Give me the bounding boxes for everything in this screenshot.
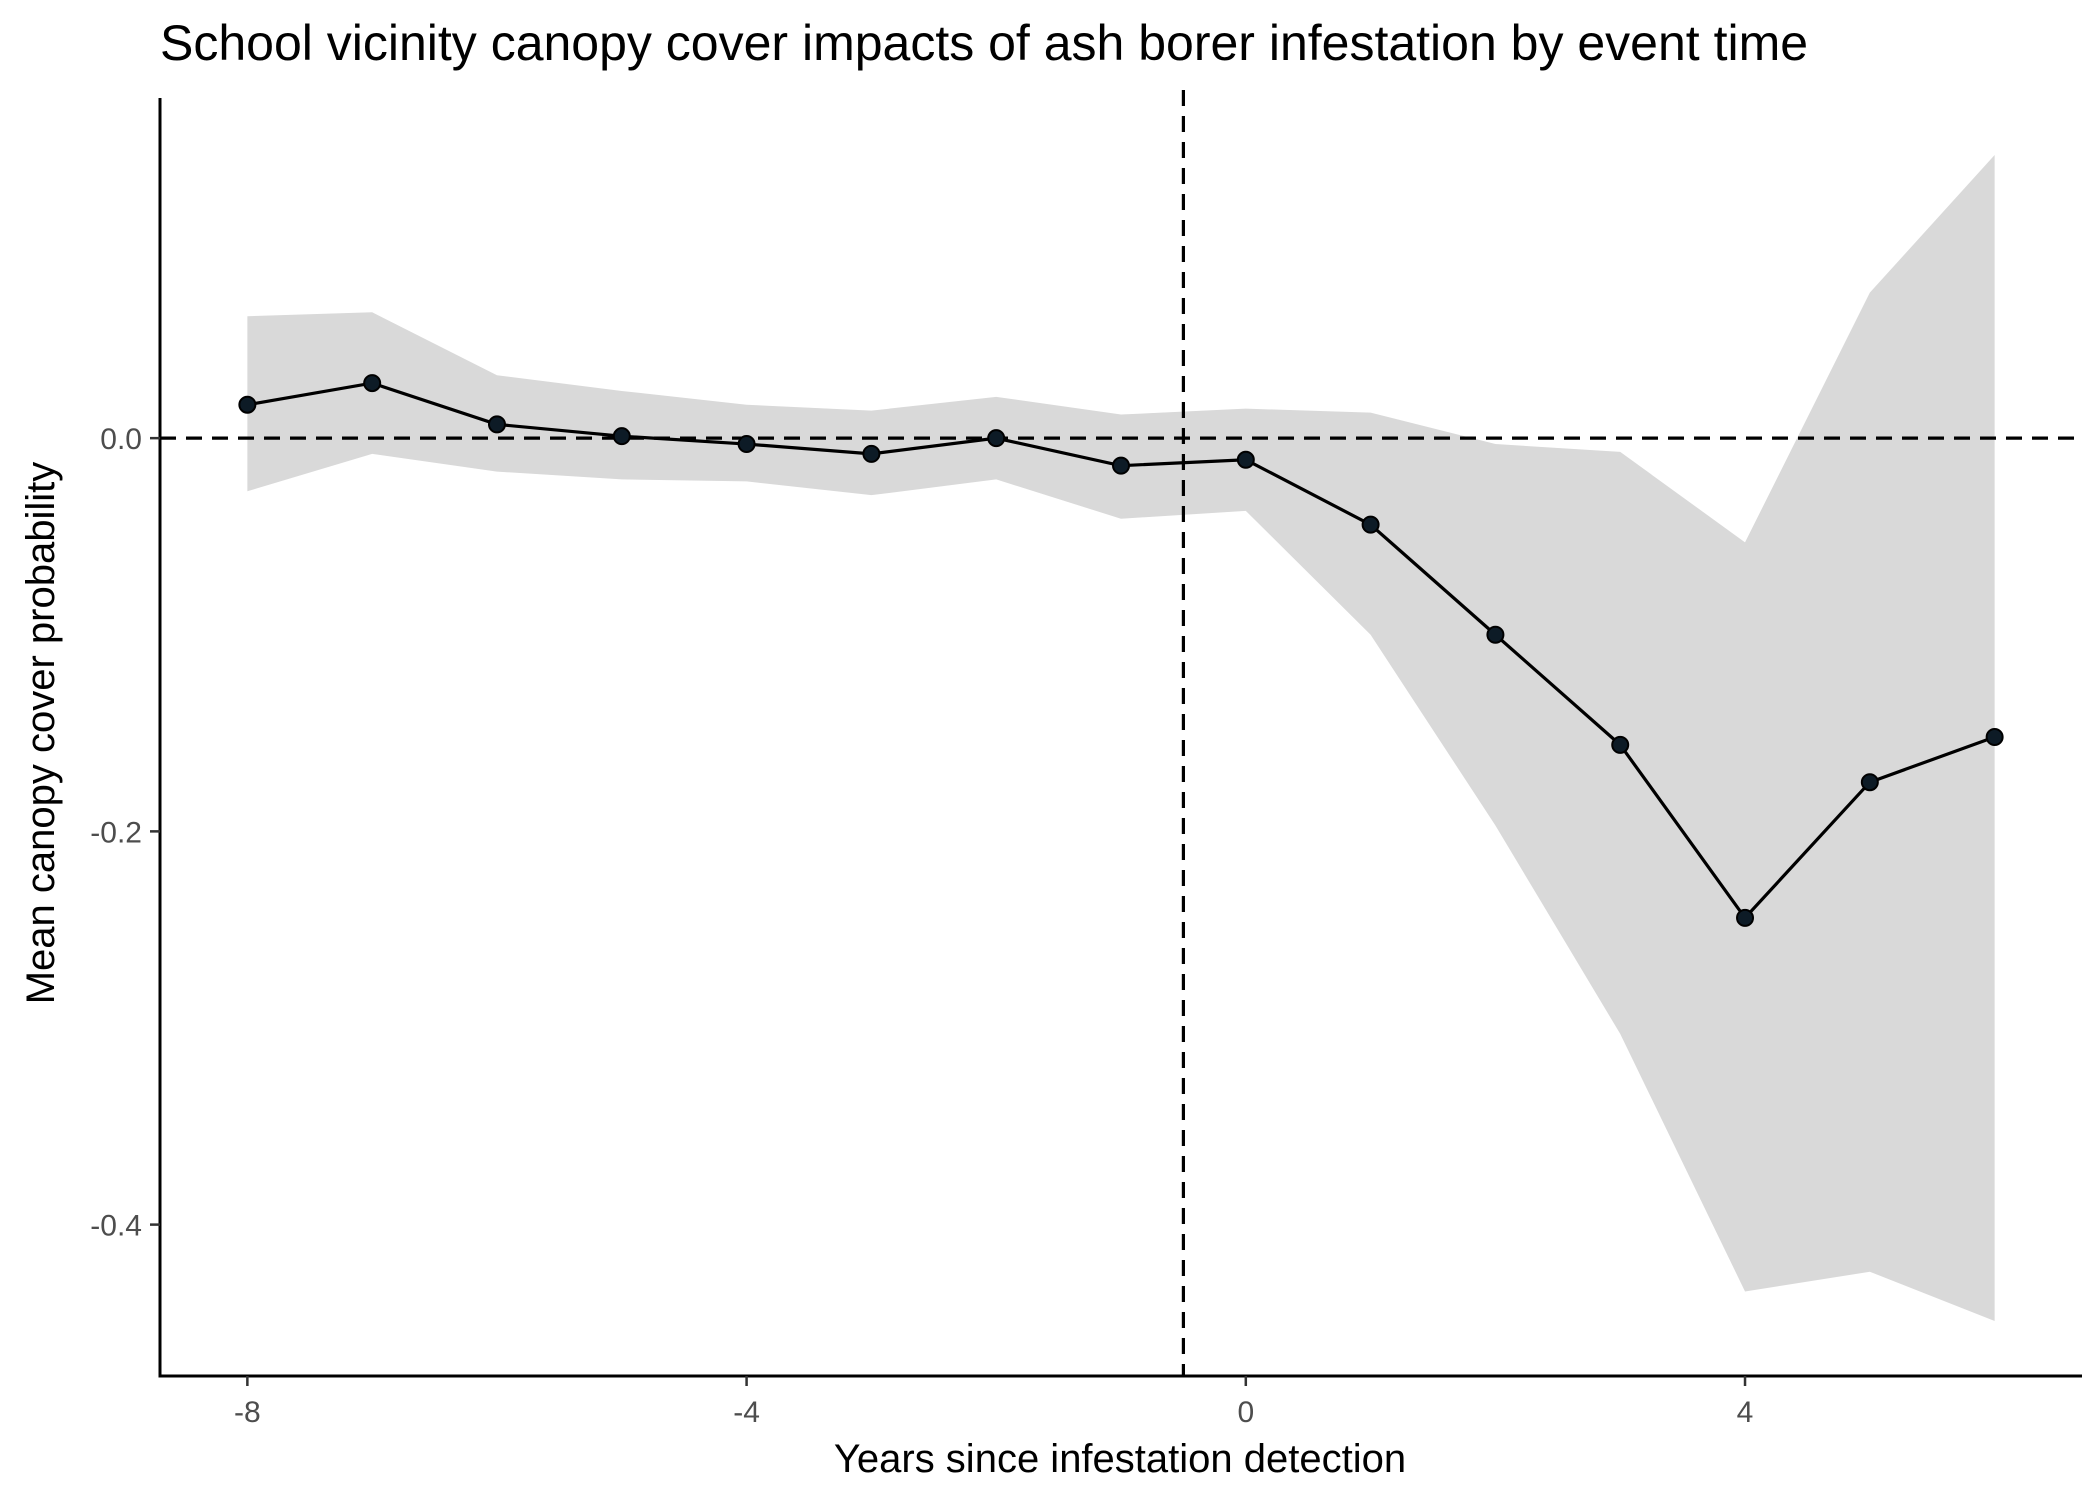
x-tick-label: -8 — [234, 1396, 261, 1429]
data-point — [1736, 908, 1755, 927]
x-tick-label: 0 — [1237, 1396, 1254, 1429]
y-tick-label: -0.2 — [90, 816, 142, 849]
data-point — [238, 395, 257, 414]
data-point — [737, 435, 756, 454]
data-point — [1236, 450, 1255, 469]
y-tick-label: -0.4 — [90, 1210, 142, 1243]
y-axis-label: Mean canopy cover probability — [19, 462, 63, 1005]
x-axis-label: Years since infestation detection — [834, 1437, 1406, 1481]
data-point — [1860, 773, 1879, 792]
data-point — [1985, 728, 2004, 746]
data-point — [1112, 456, 1130, 475]
data-point — [1486, 625, 1505, 644]
y-tick-label: 0.0 — [100, 423, 142, 456]
data-point — [487, 415, 506, 434]
chart-title: School vicinity canopy cover impacts of … — [160, 15, 1809, 71]
data-point — [363, 374, 382, 393]
data-point — [1611, 735, 1630, 754]
data-point — [1361, 515, 1380, 534]
x-tick-label: 4 — [1737, 1396, 1754, 1429]
confidence-band — [247, 155, 1995, 1321]
x-tick-label: -4 — [733, 1396, 760, 1429]
data-point — [987, 429, 1006, 448]
data-point — [862, 444, 881, 463]
data-point — [612, 427, 631, 446]
